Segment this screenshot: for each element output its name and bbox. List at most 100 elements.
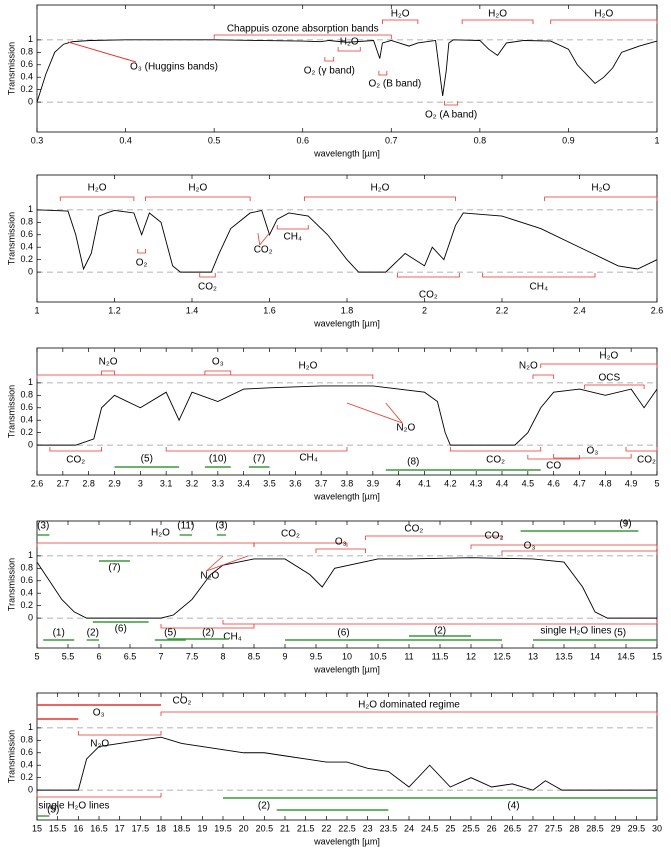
x-tick-label: 0.5 (208, 135, 221, 145)
x-tick-label: 3.1 (160, 478, 173, 488)
y-tick-label: 0.2 (20, 427, 33, 437)
x-tick-label: 7.5 (186, 651, 199, 661)
annotation-bracket (550, 19, 658, 24)
annotation-bracket (382, 19, 419, 24)
annotation-bracket (365, 535, 503, 540)
annotation-pointer (206, 555, 248, 572)
annotation-bracket (36, 542, 255, 547)
x-tick-label: 11.5 (432, 651, 449, 661)
x-tick-label: 10.5 (369, 651, 387, 661)
annotation-bracket (276, 225, 309, 230)
plot-frame (36, 174, 658, 303)
x-tick-label: 2.6 (31, 478, 44, 488)
x-tick-label: 29.5 (628, 823, 646, 833)
annotation-label: CO₂ (419, 290, 438, 301)
y-tick-label: 0.6 (20, 59, 33, 69)
annotation-bracket (160, 711, 658, 716)
annotation-label: O₂ (A band) (425, 110, 477, 121)
x-tick-label: 2.6 (651, 305, 664, 315)
x-tick-label: 30 (652, 823, 662, 833)
annotation-bracket (625, 447, 658, 452)
annotation-label: (7) (108, 563, 120, 574)
x-tick-label: 4.3 (470, 478, 483, 488)
annotation-label: (5) (141, 454, 153, 465)
x-tick-label: 3.6 (289, 478, 302, 488)
y-tick-label: 1 (28, 377, 33, 387)
annotation-label: (6) (115, 624, 127, 635)
annotation-label: CH₄ (223, 632, 242, 643)
y-tick-label: 0.6 (20, 747, 33, 757)
annotation-label: O₂ (γ band) (304, 66, 355, 77)
x-tick-label: 1.4 (186, 305, 199, 315)
annotation-label: O₃ (586, 446, 598, 457)
annotation-label: (5) (164, 628, 176, 639)
annotation-label: (10) (209, 454, 227, 465)
x-tick-label: 26 (487, 823, 497, 833)
x-tick-label: 11 (404, 651, 413, 661)
annotation-label: O₃ (Huggins bands) (130, 62, 218, 73)
y-tick-label: 0.4 (20, 588, 33, 598)
annotation-label: (5) (47, 805, 59, 816)
annotation-bracket (553, 454, 632, 459)
x-tick-label: 18.5 (173, 823, 191, 833)
annotation-label: (2) (434, 626, 446, 637)
y-tick-label: 0.8 (20, 47, 33, 57)
x-tick-label: 27.5 (545, 823, 563, 833)
annotation-bracket (59, 196, 135, 201)
x-tick-label: 5 (34, 651, 39, 661)
x-tick-label: 25.5 (462, 823, 480, 833)
x-tick-label: 0.6 (296, 135, 309, 145)
annotation-label: CO₂ (198, 282, 217, 293)
annotation-label: CH₄ (530, 282, 549, 293)
annotation-bracket (160, 624, 255, 629)
x-tick-label: 16 (73, 823, 83, 833)
x-tick-label: 7 (158, 651, 163, 661)
annotation-bracket (49, 447, 102, 452)
transmission-line (36, 209, 658, 273)
x-tick-label: 0.3 (31, 135, 44, 145)
y-tick-label: 0 (28, 612, 33, 622)
x-tick-label: 4.2 (444, 478, 457, 488)
annotation-bracket (204, 370, 232, 375)
x-tick-label: 14.5 (617, 651, 635, 661)
y-tick-label: 1 (28, 550, 33, 560)
annotation-label: H₂O (370, 183, 389, 194)
annotation-pointer (346, 402, 403, 424)
annotation-bracket (527, 455, 580, 460)
x-tick-label: 1.2 (108, 305, 121, 315)
transmission-line (36, 39, 658, 103)
y-tick-label: 1 (28, 34, 33, 44)
annotation-label: (3) (37, 521, 49, 532)
annotation-bracket (324, 57, 335, 62)
x-tick-label: 10 (342, 651, 352, 661)
x-axis-label: wavelength [µm] (313, 664, 380, 674)
x-tick-label: 0.8 (474, 135, 487, 145)
annotation-label: O₂ (136, 258, 148, 269)
y-axis-label: Transmission (6, 212, 16, 265)
x-tick-label: 5.5 (62, 651, 75, 661)
annotation-label: H₂O (391, 9, 410, 20)
x-tick-label: 3.5 (263, 478, 276, 488)
annotation-label: H₂O (298, 361, 317, 372)
annotation-label: single H₂O lines (38, 801, 109, 812)
annotation-label: (8) (407, 457, 419, 468)
annotation-label: H₂O (591, 183, 610, 194)
annotation-pointer (385, 402, 403, 424)
annotation-label: H₂O (151, 528, 170, 539)
annotation-bracket (222, 620, 658, 625)
x-tick-label: 16.5 (90, 823, 108, 833)
y-axis-label: Transmission (6, 42, 16, 95)
x-tick-label: 23 (363, 823, 373, 833)
x-tick-label: 8 (220, 651, 225, 661)
annotation-bracket (482, 273, 596, 278)
annotation-label: (2) (87, 628, 99, 639)
x-tick-label: 2.9 (108, 478, 121, 488)
annotation-bracket (501, 550, 658, 555)
y-tick-label: 0.6 (20, 229, 33, 239)
x-tick-label: 3.8 (341, 478, 354, 488)
y-tick-label: 0.2 (20, 84, 33, 94)
x-tick-label: 4.8 (599, 478, 612, 488)
annotation-label: CO₂ (486, 455, 505, 466)
x-tick-label: 25 (445, 823, 455, 833)
